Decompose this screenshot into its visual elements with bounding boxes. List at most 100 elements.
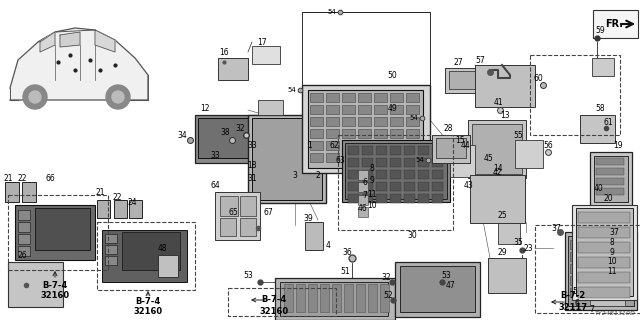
Polygon shape (95, 30, 115, 52)
Text: 2: 2 (316, 171, 321, 180)
Bar (535, 225, 640, 313)
Bar (356, 284, 365, 312)
Text: 7: 7 (589, 306, 595, 315)
Bar (326, 153, 339, 162)
Bar (449, 71, 479, 89)
Bar (578, 287, 630, 298)
Text: 37: 37 (551, 223, 561, 233)
Text: 10: 10 (367, 201, 377, 210)
Bar (215, 192, 260, 240)
Bar (122, 232, 180, 270)
Bar (590, 290, 625, 306)
Bar (436, 138, 466, 158)
Bar (326, 105, 339, 114)
Text: B-7-2: B-7-2 (561, 291, 586, 300)
Bar (97, 200, 110, 218)
Circle shape (106, 85, 130, 109)
Bar (390, 153, 403, 162)
Bar (280, 282, 388, 316)
Text: FR.: FR. (605, 19, 623, 29)
Bar (593, 10, 638, 38)
Bar (450, 145, 475, 177)
Text: 32: 32 (381, 274, 391, 283)
Bar (390, 141, 403, 150)
Bar (418, 182, 429, 191)
Bar (404, 194, 415, 203)
Bar (404, 182, 415, 191)
Bar (362, 158, 373, 167)
Bar (284, 284, 293, 312)
Text: 44: 44 (460, 140, 470, 149)
Bar (376, 146, 387, 155)
Bar (320, 284, 329, 312)
Bar (578, 227, 630, 238)
Bar (310, 153, 323, 162)
Bar (105, 256, 117, 265)
Text: 54: 54 (287, 87, 296, 93)
Bar (358, 141, 371, 150)
Bar (114, 200, 127, 218)
Polygon shape (60, 32, 80, 47)
Text: 29: 29 (497, 247, 507, 257)
Bar (305, 222, 323, 250)
Bar (358, 182, 368, 192)
Text: 66: 66 (45, 173, 55, 182)
Bar (220, 196, 238, 216)
Text: 32: 32 (235, 124, 245, 132)
Bar (400, 266, 475, 312)
Bar (390, 105, 403, 114)
Bar (302, 85, 430, 173)
Bar (418, 194, 429, 203)
Bar (596, 178, 624, 185)
Bar (18, 222, 30, 232)
Bar (468, 120, 526, 178)
Bar (390, 194, 401, 203)
Bar (342, 153, 355, 162)
Bar (362, 146, 373, 155)
Bar (596, 168, 624, 175)
Bar (228, 288, 336, 316)
Bar (475, 65, 535, 107)
Bar (275, 278, 395, 320)
Bar (348, 158, 359, 167)
Bar (195, 115, 260, 163)
Bar (578, 257, 630, 268)
Bar (406, 93, 419, 102)
Bar (472, 124, 522, 174)
Bar (374, 117, 387, 126)
Text: 53: 53 (441, 270, 451, 279)
Bar (240, 218, 256, 236)
Bar (570, 288, 584, 297)
Bar (374, 153, 387, 162)
Bar (432, 182, 443, 191)
Text: 23: 23 (523, 244, 533, 252)
Text: 9: 9 (369, 175, 374, 185)
Bar (310, 105, 323, 114)
Text: 3: 3 (292, 171, 298, 180)
Bar (308, 90, 423, 168)
Bar (158, 255, 178, 277)
Bar (432, 135, 470, 163)
Bar (220, 218, 236, 236)
Text: 20: 20 (603, 194, 613, 203)
Bar (578, 242, 630, 253)
Bar (404, 170, 415, 179)
Text: 17: 17 (257, 37, 267, 46)
Bar (580, 115, 615, 143)
Bar (252, 46, 280, 64)
Bar (470, 175, 525, 223)
Bar (578, 272, 630, 283)
Bar (258, 100, 283, 115)
Text: 24: 24 (127, 197, 137, 206)
Text: 22: 22 (112, 193, 122, 202)
Bar (348, 194, 359, 203)
Text: 6: 6 (575, 299, 579, 308)
Text: 57: 57 (475, 55, 485, 65)
Bar (326, 117, 339, 126)
Text: 65: 65 (228, 207, 238, 217)
Text: 52: 52 (383, 291, 393, 300)
Bar (8, 262, 63, 307)
Text: 4: 4 (326, 241, 330, 250)
Bar (338, 135, 453, 230)
Bar (406, 129, 419, 138)
